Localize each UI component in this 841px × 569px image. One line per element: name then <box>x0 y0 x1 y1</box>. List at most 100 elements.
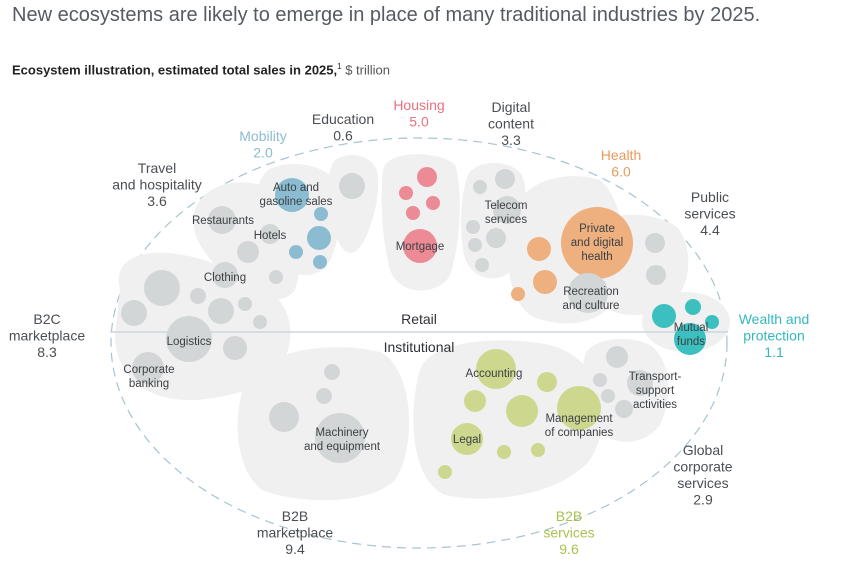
institutional-label-line: Institutional <box>384 339 455 355</box>
bubble-health <box>511 287 525 301</box>
bubble-gray-bubble <box>615 400 633 418</box>
industry-label-telecom: Telecom services <box>485 200 528 226</box>
industry-label-corporate-banking-line: banking <box>129 378 169 390</box>
bubble-gray-bubble <box>253 315 267 329</box>
bubble-mobility <box>275 178 309 212</box>
bubble-health <box>533 270 557 294</box>
ecosystem-label-public-services-line: Public <box>691 189 729 205</box>
ecosystem-label-global-corporate: Global corporate services 2.9 <box>673 442 732 508</box>
bubble-b2b-services <box>497 445 511 459</box>
industry-label-clothing: Clothing <box>204 272 246 284</box>
ecosystem-label-education-line: Education <box>312 111 374 127</box>
bubble-gray-bubble <box>269 402 299 432</box>
ecosystem-label-health-line: Health <box>601 147 641 163</box>
bubbles <box>121 167 719 479</box>
industry-label-legal-line: Legal <box>453 434 481 446</box>
industry-label-auto-line: gasoline sales <box>260 196 333 208</box>
bubble-gray-bubble <box>237 241 259 263</box>
industry-label-mutual-funds-line: funds <box>677 336 705 348</box>
industry-label-restaurants: Restaurants <box>192 215 254 227</box>
ecosystem-label-b2b-services-line: B2B <box>556 508 582 524</box>
industry-label-recreation-line: and culture <box>563 300 620 312</box>
bubble-gray-bubble <box>495 169 515 189</box>
ecosystem-value: 4.4 <box>700 222 720 238</box>
ecosystem-label-travel-line: and hospitality <box>112 177 202 193</box>
bubble-gray-bubble <box>121 300 147 326</box>
ecosystem-value: 3.6 <box>147 193 167 209</box>
industry-label-transport-support: Transport-support activities <box>629 371 682 411</box>
blob-global <box>582 338 669 442</box>
bubble-health <box>527 237 551 261</box>
retail-label: Retail <box>401 311 437 327</box>
ecosystem-label-global-corporate-line: services <box>677 475 728 491</box>
industry-label-telecom-line: Telecom <box>485 200 528 212</box>
bubble-mobility <box>313 255 327 269</box>
bubble-gray-bubble <box>212 262 238 288</box>
bubble-gray-bubble <box>645 233 665 253</box>
industry-label-management-line: of companies <box>545 427 614 439</box>
bubble-gray-bubble <box>208 298 234 324</box>
industry-label-recreation-line: Recreation <box>563 286 619 298</box>
ecosystem-label-b2b-marketplace-line: B2B <box>282 508 308 524</box>
industry-label-mortgage-line: Mortgage <box>396 241 445 253</box>
ecosystem-value: 9.4 <box>285 541 305 557</box>
industry-label-transport-support-line: activities <box>633 399 677 411</box>
bubble-b2b-services <box>476 349 516 389</box>
ecosystem-label-global-corporate-line: corporate <box>673 459 732 475</box>
bubble-b2b-services <box>464 390 486 412</box>
subtitle-text: Ecosystem illustration, estimated total … <box>12 62 338 78</box>
industry-label-private-health: Private and digital health <box>571 223 623 263</box>
industry-label-private-health-line: Private <box>579 223 615 235</box>
ecosystem-label-public-services-line: services <box>684 206 735 222</box>
industry-label-hotels: Hotels <box>254 230 287 242</box>
bubble-gray-bubble <box>486 228 506 248</box>
industry-label-telecom-line: services <box>485 214 527 226</box>
bubble-wealth <box>705 315 719 329</box>
industry-label-restaurants-line: Restaurants <box>192 215 254 227</box>
ecosystem-label-travel-line: Travel <box>138 160 176 176</box>
ecosystem-label-digital-content-line: content <box>488 116 534 132</box>
ecosystem-label-mobility: Mobility 2.0 <box>239 128 286 161</box>
ecosystem-label-digital-content: Digital content 3.3 <box>488 99 534 148</box>
bubble-gray-bubble <box>324 364 340 380</box>
industry-label-machinery: Machinery and equipment <box>304 427 381 453</box>
ecosystem-label-education: Education 0.6 <box>312 111 374 144</box>
industry-label-corporate-banking-line: Corporate <box>123 364 174 376</box>
bubble-mobility <box>289 245 303 259</box>
industry-label-machinery-line: and equipment <box>304 441 381 453</box>
bubble-b2b-services <box>451 423 483 455</box>
industry-label-mortgage: Mortgage <box>396 241 445 253</box>
ecosystem-label-travel: Travel and hospitality 3.6 <box>112 160 202 209</box>
bubble-gray-bubble <box>593 373 607 387</box>
bubble-gray-bubble <box>208 206 236 234</box>
industry-label-clothing-line: Clothing <box>204 272 246 284</box>
industry-label-accounting-line: Accounting <box>466 368 523 380</box>
bubble-housing <box>417 167 437 187</box>
ecosystem-label-b2b-marketplace: B2B marketplace 9.4 <box>257 508 333 557</box>
bubble-gray-bubble <box>260 224 280 244</box>
bubble-gray-bubble <box>223 336 247 360</box>
ecosystem-label-b2c-marketplace: B2C marketplace 8.3 <box>9 311 85 360</box>
bubble-gray-bubble <box>475 258 489 272</box>
industry-label-auto: Auto and gasoline sales <box>260 182 333 208</box>
bubble-wealth <box>674 323 706 355</box>
industry-label-private-health-line: and digital <box>571 237 623 249</box>
ecosystem-label-mobility-line: Mobility <box>239 128 286 144</box>
bubble-health <box>561 207 633 279</box>
bubble-wealth <box>685 299 701 315</box>
bubble-gray-bubble <box>190 288 206 304</box>
subtitle-unit: $ trillion <box>341 62 391 78</box>
bubble-b2b-services <box>506 395 538 427</box>
industry-label-mutual-funds-line: Mutual <box>674 322 709 334</box>
bubble-wealth <box>652 304 676 328</box>
ecosystem-label-wealth-line: protection <box>743 328 804 344</box>
bubble-gray-bubble <box>466 220 480 234</box>
ecosystem-label-b2b-services: B2B services 9.6 <box>543 508 594 557</box>
bubble-housing <box>406 206 420 220</box>
ecosystem-label-b2c-marketplace-line: B2C <box>33 311 60 327</box>
ecosystem-value: 2.9 <box>693 492 713 508</box>
industry-label-logistics-line: Logistics <box>167 336 212 348</box>
bubble-gray-bubble <box>493 196 521 224</box>
ecosystem-label-global-corporate-line: Global <box>683 442 723 458</box>
ecosystem-label-public-services: Public services 4.4 <box>684 189 735 238</box>
